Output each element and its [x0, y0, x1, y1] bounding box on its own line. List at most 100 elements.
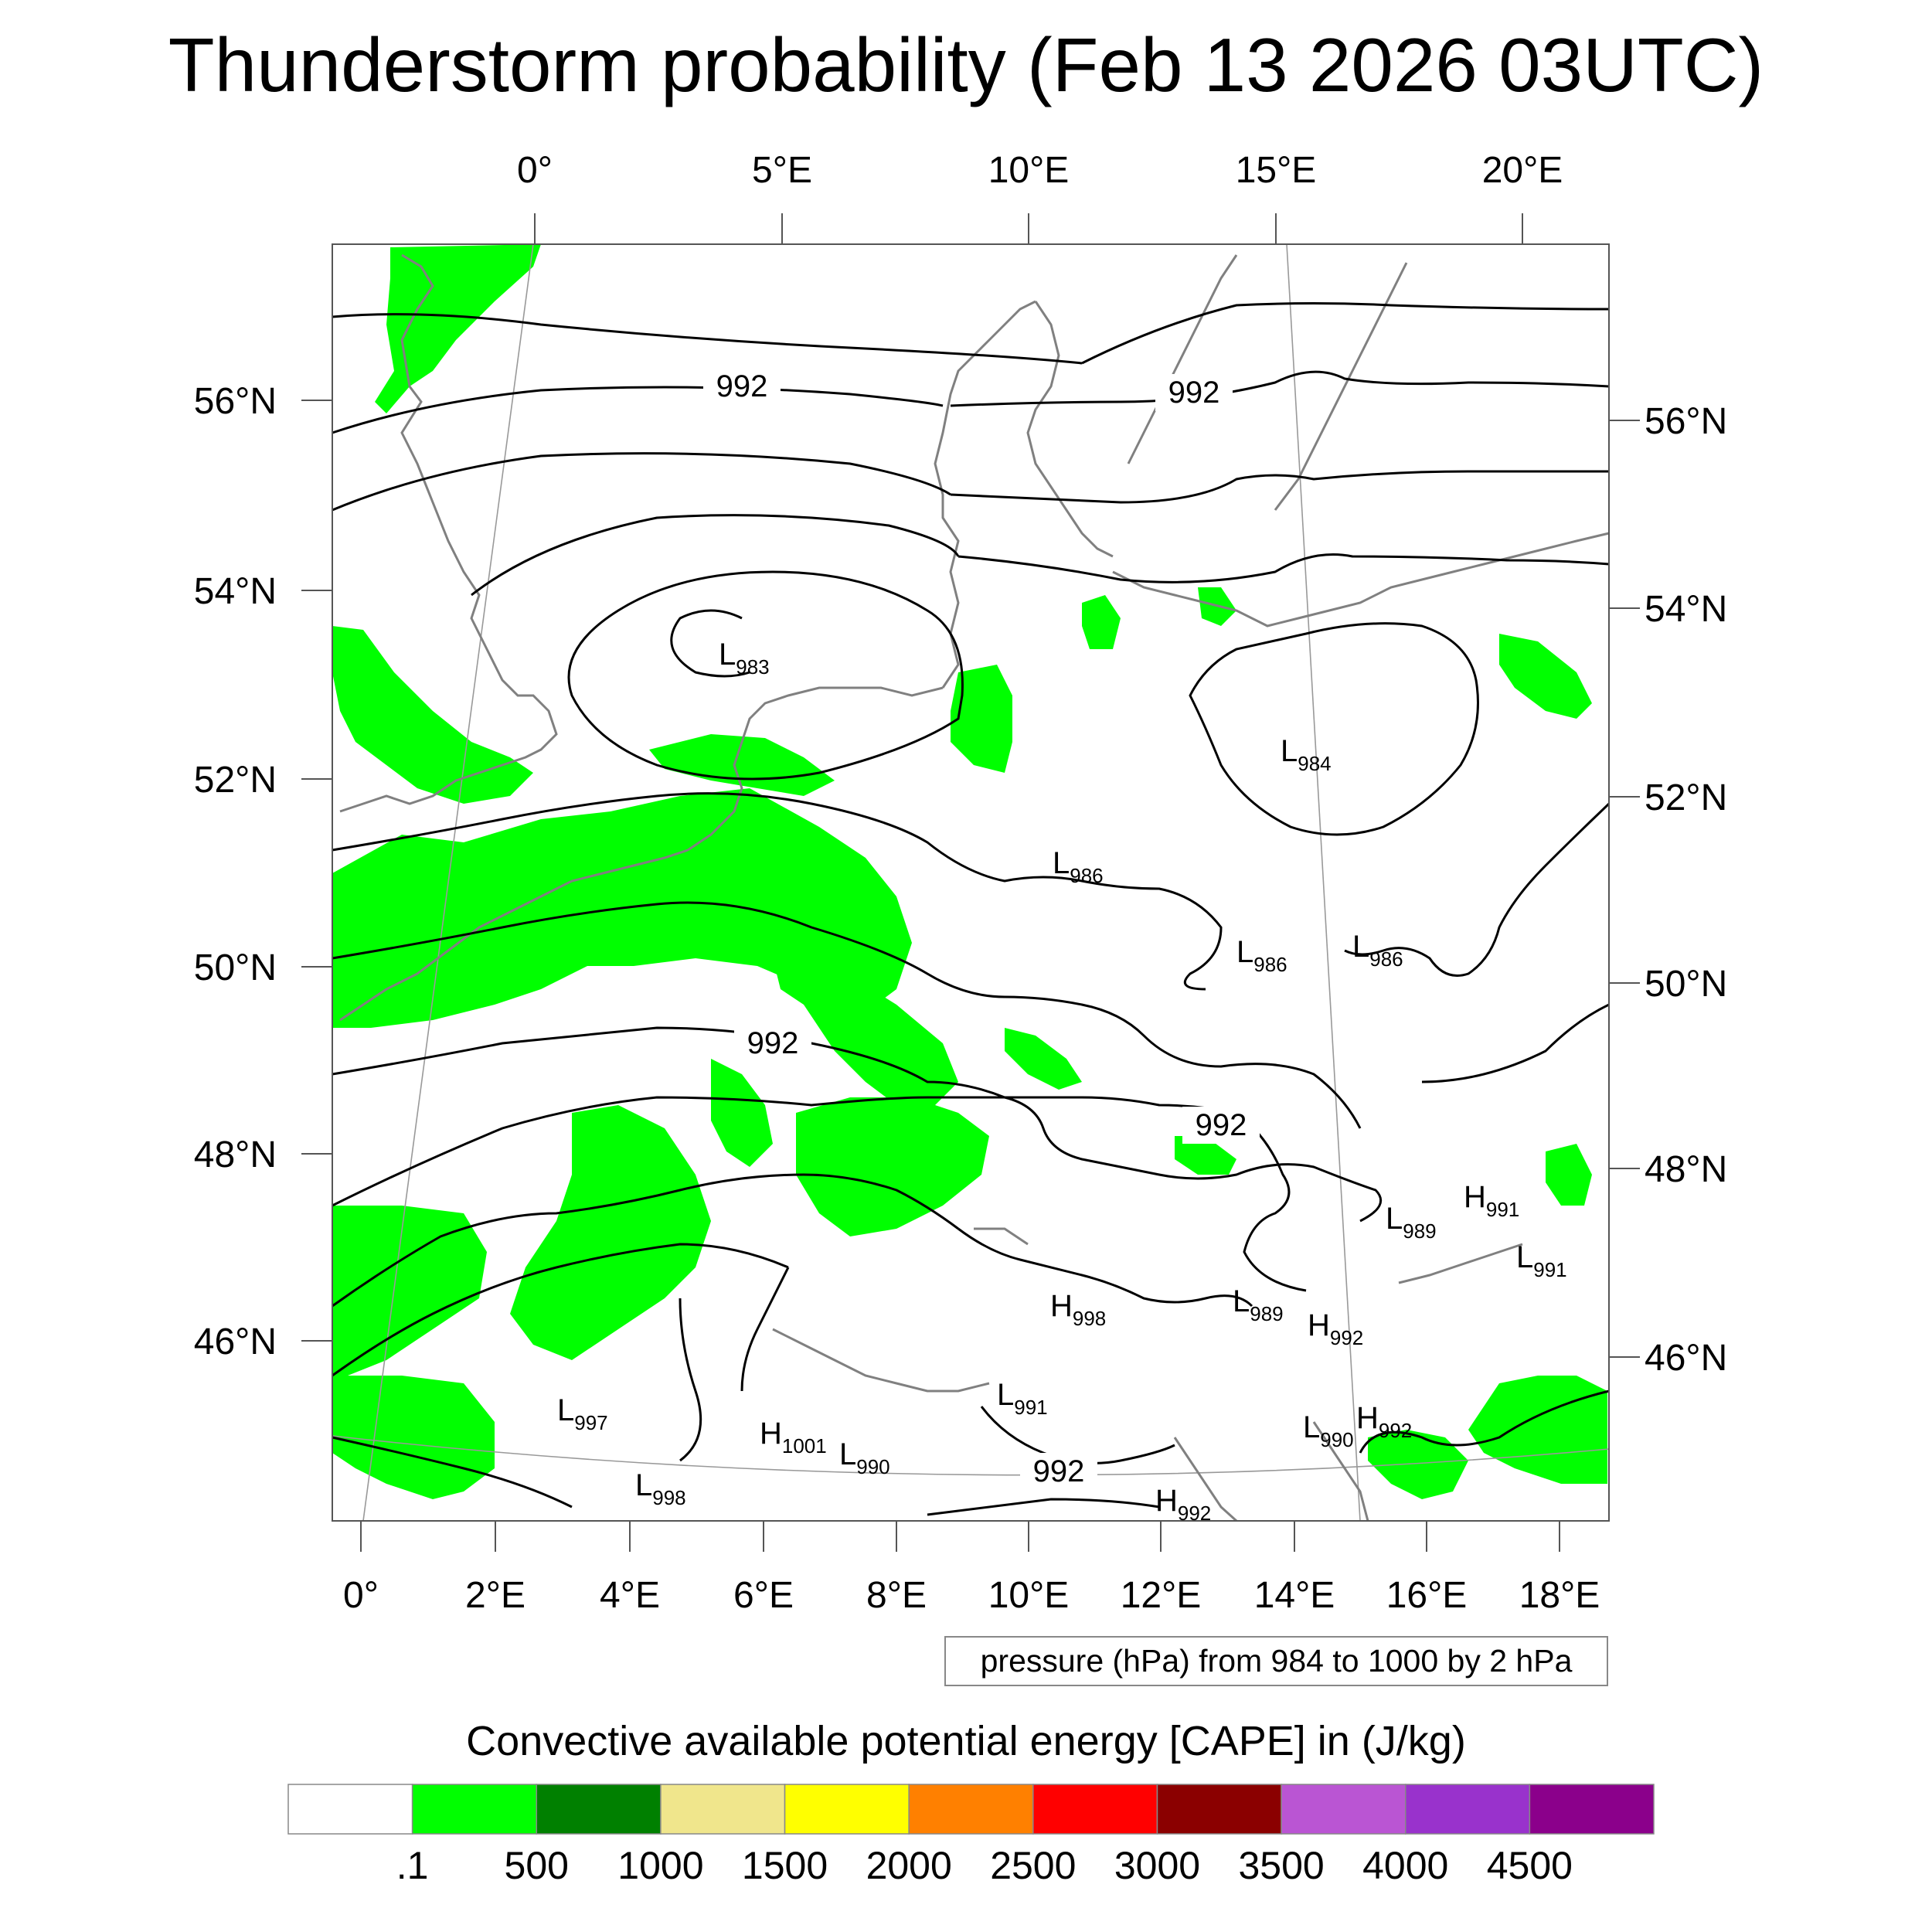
left-lat-label: 56°N: [194, 381, 277, 422]
cape-area-north-sea-uk: [375, 244, 541, 413]
pressure-center-low: L984: [1281, 734, 1332, 775]
colorbar-swatch: [1529, 1784, 1655, 1835]
bottom-lon-label: 14°E: [1254, 1575, 1335, 1616]
coast-denmark: [1026, 301, 1114, 558]
isobar-south-4: [957, 1227, 1253, 1308]
left-lat-label: 54°N: [194, 571, 277, 612]
pressure-center-high: H998: [1050, 1289, 1106, 1330]
left-lat-label: 48°N: [194, 1134, 277, 1175]
isobar-south-7: [740, 1267, 790, 1392]
isobar-south-9: [927, 1498, 1160, 1516]
coast-adriatic-east: [1312, 1421, 1369, 1522]
colorbar-swatch: [1156, 1784, 1282, 1835]
colorbar-tick-label: 500: [505, 1844, 569, 1887]
colorbar-swatch: [1281, 1784, 1406, 1835]
right-lat-label: 50°N: [1645, 964, 1727, 1005]
contour-label: 992: [1033, 1454, 1085, 1488]
colorbar-swatch: [784, 1784, 910, 1835]
pressure-centers: L983 L984 L986 L986 L986 L989 H991 L991 …: [557, 638, 1567, 1525]
top-lon-label: 20°E: [1482, 150, 1563, 191]
colorbar-tick-label: 1500: [742, 1844, 828, 1887]
pressure-center-high: H992: [1356, 1401, 1412, 1442]
coast-adriatic: [1173, 1437, 1238, 1522]
isobar-ne-3: [950, 470, 1609, 504]
coast-britain: [339, 253, 558, 813]
cape-area-alps-north: [711, 1059, 773, 1167]
isobar-south-2: [332, 1243, 789, 1377]
colorbar-swatch: [1032, 1784, 1158, 1835]
top-longitude-labels: 0° 5°E 10°E 15°E 20°E: [517, 150, 1563, 191]
colorbar-title: Convective available potential energy [C…: [466, 1718, 1466, 1764]
pressure-center-low: L991: [1516, 1240, 1567, 1281]
isobar-ne-2: [950, 370, 1610, 407]
isobar-east-1: [1344, 802, 1611, 977]
colorbar: .1 500 1000 1500 2000 2500 3000 3500 4000 4500: [287, 1784, 1655, 1887]
colorbar-swatch: [660, 1784, 786, 1835]
isobar-ne-4: [957, 553, 1610, 583]
colorbar-tick-label: 4500: [1487, 1844, 1573, 1887]
pressure-center-low: L990: [1303, 1410, 1354, 1451]
cape-area-poland-east: [1499, 634, 1592, 719]
bottom-lon-label: 16°E: [1386, 1575, 1468, 1616]
isobar-se-1: [1421, 1003, 1610, 1083]
right-latitude-labels: 56°N 54°N 52°N 50°N 48°N 46°N: [1645, 401, 1727, 1379]
coast-sweden-south: [1127, 254, 1238, 464]
pressure-center-high: H1001: [760, 1417, 827, 1458]
colorbar-boxes: [287, 1784, 1655, 1835]
bottom-lon-label: 10°E: [988, 1575, 1070, 1616]
colorbar-tick-label: 1000: [617, 1844, 703, 1887]
isobar-north-4: [471, 514, 960, 597]
isobar-984-low: [1189, 622, 1479, 836]
graticule: [332, 243, 1610, 1522]
pressure-center-low: L989: [1233, 1284, 1284, 1325]
colorbar-swatch: [411, 1784, 538, 1835]
isobar-mid-1: [332, 792, 1223, 991]
pressure-center-low: L990: [839, 1437, 890, 1478]
cape-area-hungary-east: [1546, 1144, 1592, 1206]
left-lat-label: 50°N: [194, 947, 277, 988]
colorbar-labels: .1 500 1000 1500 2000 2500 3000 3500 4000 4500: [396, 1844, 1573, 1887]
contour-label: 992: [1168, 376, 1220, 410]
coast-germany-north: [934, 300, 1036, 689]
pressure-center-low: L991: [997, 1378, 1048, 1419]
pressure-center-high: H992: [1308, 1308, 1363, 1349]
colorbar-swatch: [536, 1784, 662, 1835]
right-lat-label: 46°N: [1645, 1338, 1727, 1379]
bottom-lon-label: 12°E: [1121, 1575, 1202, 1616]
cape-area-germany-west: [951, 665, 1012, 773]
colorbar-tick-label: 3500: [1238, 1844, 1324, 1887]
pressure-center-low: L986: [1352, 930, 1403, 971]
colorbar-tick-label: 2000: [866, 1844, 952, 1887]
isobar-south-8: [332, 1436, 573, 1509]
colorbar-tick-label: 2500: [990, 1844, 1076, 1887]
pressure-center-low: L997: [557, 1393, 608, 1434]
right-lat-label: 52°N: [1645, 777, 1727, 818]
isobar-north-2: [332, 386, 944, 434]
top-lon-label: 5°E: [752, 150, 812, 191]
coastlines: [339, 253, 1610, 1522]
left-lat-label: 52°N: [194, 760, 277, 801]
isobar-south-3: [1236, 1111, 1307, 1292]
cape-area-west-france: [332, 1206, 487, 1376]
map-plot-area: [332, 243, 1611, 1522]
bottom-lon-label: 8°E: [866, 1575, 927, 1616]
bottom-lon-label: 4°E: [600, 1575, 660, 1616]
colorbar-swatch: [1404, 1784, 1531, 1835]
isobar-mid-4: [332, 1096, 1383, 1223]
cape-area-england-east: [332, 626, 533, 804]
isobar-south-5: [679, 1298, 702, 1462]
isobar-north-3: [332, 452, 951, 512]
contour-label: 992: [716, 369, 768, 403]
colorbar-tick-label: 4000: [1362, 1844, 1448, 1887]
contour-labels: 992 992 992 992 992: [703, 368, 1260, 1490]
coast-italy-north: [772, 1328, 990, 1393]
isobar-mid-2: [332, 901, 1362, 1129]
contour-label: 992: [1196, 1108, 1247, 1142]
isobar-983: [670, 609, 750, 678]
pressure-center-low: L998: [635, 1468, 686, 1509]
right-lat-label: 48°N: [1645, 1149, 1727, 1190]
bottom-lon-label: 18°E: [1519, 1575, 1600, 1616]
isobar-se-2: [1359, 1389, 1610, 1454]
right-lat-label: 54°N: [1645, 589, 1727, 630]
top-lon-label: 10°E: [988, 150, 1070, 191]
